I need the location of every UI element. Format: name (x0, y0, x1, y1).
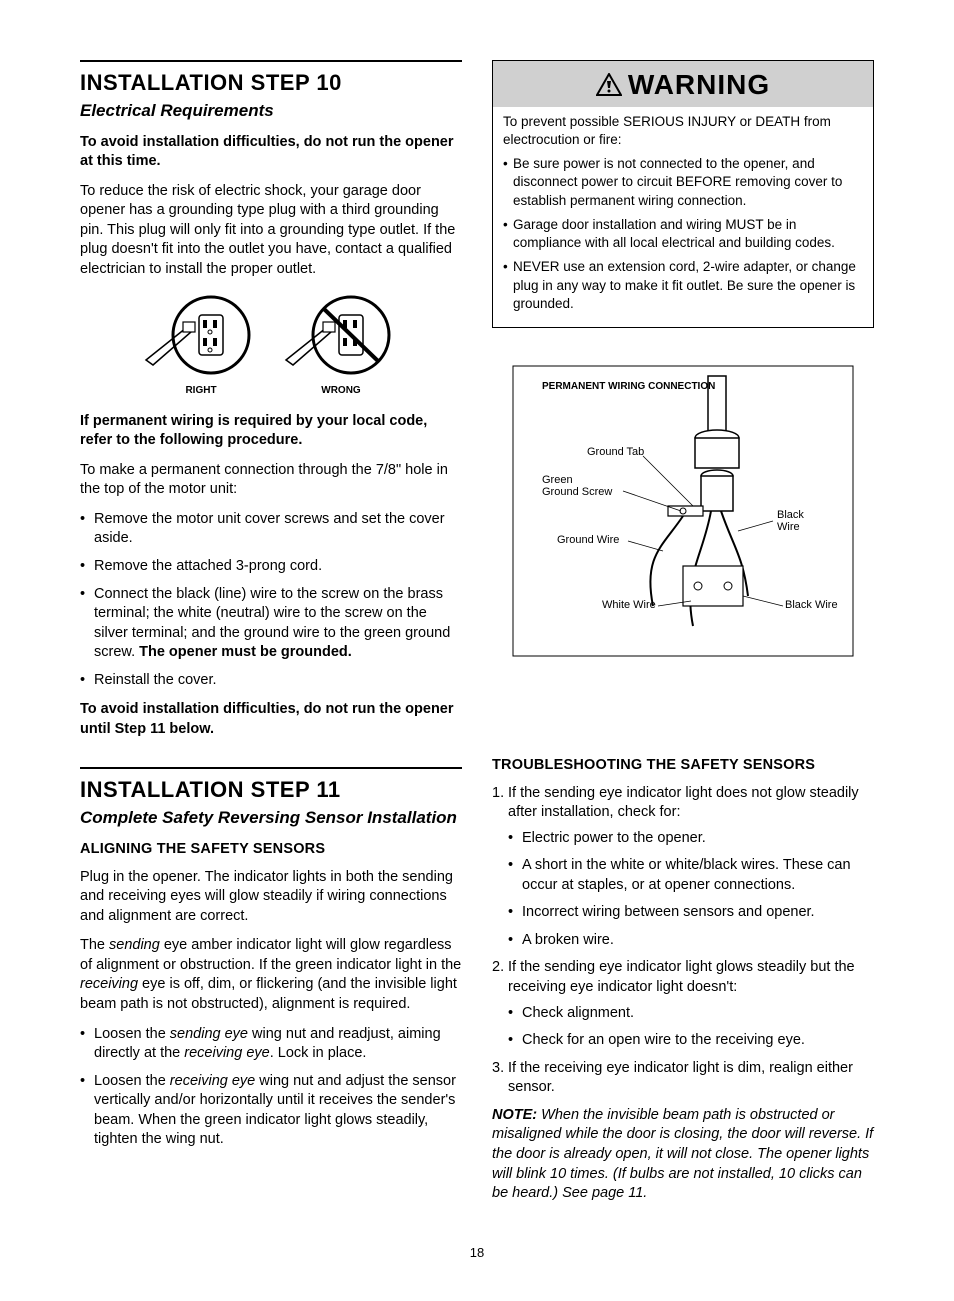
step11-p2: The sending eye amber indicator light wi… (80, 936, 462, 1014)
step10-p2: To reduce the risk of electric shock, yo… (80, 182, 462, 280)
sub-bullets: Check alignment. Check for an open wire … (508, 1004, 874, 1051)
step10-p5: To avoid installation difficulties, do n… (80, 700, 462, 739)
warning-box: WARNING To prevent possible SERIOUS INJU… (492, 60, 874, 328)
diagram-title: PERMANENT WIRING CONNECTION (542, 381, 715, 392)
text: If the receiving eye indicator light is … (508, 1060, 853, 1096)
list-item: NEVER use an extension cord, 2-wire adap… (513, 258, 863, 313)
warning-bullets: Be sure power is not connected to the op… (503, 155, 863, 313)
list-item: A broken wire. (522, 931, 874, 951)
step10-subtitle: Electrical Requirements (80, 100, 462, 123)
text: If the sending eye indicator light glows… (508, 959, 855, 995)
warning-header-text: WARNING (628, 66, 770, 104)
step10-p3: If permanent wiring is required by your … (80, 412, 462, 451)
step10-title: INSTALLATION STEP 10 (80, 68, 462, 98)
text-italic: receiving eye (184, 1045, 269, 1061)
step11-title: INSTALLATION STEP 11 (80, 775, 462, 805)
outlet-wrong-figure: WRONG (281, 290, 401, 398)
left-column: INSTALLATION STEP 10 Electrical Requirem… (80, 60, 462, 1214)
note-label: NOTE: (492, 1107, 537, 1123)
step10-p1: To avoid installation difficulties, do n… (80, 133, 462, 172)
list-item: 2.If the sending eye indicator light glo… (508, 958, 874, 1050)
list-item: Be sure power is not connected to the op… (513, 155, 863, 210)
list-item: Check alignment. (522, 1004, 874, 1024)
text: Loosen the (94, 1073, 170, 1089)
wiring-diagram: PERMANENT WIRING CONNECTION Ground Tab G… (492, 346, 874, 676)
label-green-ground-screw: Green Ground Screw (542, 474, 612, 498)
aligning-heading: ALIGNING THE SAFETY SENSORS (80, 840, 462, 860)
list-item: Loosen the receiving eye wing nut and ad… (94, 1072, 462, 1150)
step11-p1: Plug in the opener. The indicator lights… (80, 868, 462, 927)
text-italic: receiving (80, 976, 138, 992)
troubleshoot-heading: TROUBLESHOOTING THE SAFETY SENSORS (492, 756, 874, 776)
text: If the sending eye indicator light does … (508, 785, 859, 821)
list-item: Check for an open wire to the receiving … (522, 1031, 874, 1051)
text-italic: sending eye (170, 1026, 248, 1042)
list-item: Garage door installation and wiring MUST… (513, 216, 863, 252)
section-rule (80, 767, 462, 769)
warning-header: WARNING (493, 61, 873, 107)
list-item: Remove the attached 3-prong cord. (94, 557, 462, 577)
list-item: Remove the motor unit cover screws and s… (94, 510, 462, 549)
troubleshoot-list: 1.If the sending eye indicator light doe… (492, 784, 874, 1098)
list-item: Reinstall the cover. (94, 671, 462, 691)
label-white-wire: White Wire (602, 599, 656, 611)
outlet-wrong-label: WRONG (281, 384, 401, 398)
text-italic: receiving eye (170, 1073, 255, 1089)
outlet-right-label: RIGHT (141, 384, 261, 398)
warning-triangle-icon (596, 73, 622, 97)
label-black-wire-top: Black Wire (777, 509, 804, 533)
note-body: When the invisible beam path is obstruct… (492, 1107, 873, 1201)
warning-body: To prevent possible SERIOUS INJURY or DE… (493, 107, 873, 327)
section-rule (80, 60, 462, 62)
troubleshoot-note: NOTE: When the invisible beam path is ob… (492, 1106, 874, 1204)
text: The (80, 937, 109, 953)
list-item: Electric power to the opener. (522, 829, 874, 849)
label-ground-wire: Ground Wire (557, 534, 619, 546)
outlet-wrong-svg (281, 290, 401, 380)
list-item: 1.If the sending eye indicator light doe… (508, 784, 874, 951)
outlet-right-svg (141, 290, 261, 380)
wiring-diagram-svg (492, 346, 874, 676)
list-item: 3.If the receiving eye indicator light i… (508, 1059, 874, 1098)
list-item-bold-tail: The opener must be grounded. (139, 644, 352, 660)
list-item: Loosen the sending eye wing nut and read… (94, 1025, 462, 1064)
warning-intro: To prevent possible SERIOUS INJURY or DE… (503, 113, 863, 149)
label-ground-tab: Ground Tab (587, 446, 644, 458)
two-column-layout: INSTALLATION STEP 10 Electrical Requirem… (80, 60, 874, 1214)
text-italic: sending (109, 937, 160, 953)
step10-p4: To make a permanent connection through t… (80, 461, 462, 500)
list-item: Connect the black (line) wire to the scr… (94, 585, 462, 663)
step11-subtitle: Complete Safety Reversing Sensor Install… (80, 807, 462, 830)
label-black-wire-bottom: Black Wire (785, 599, 838, 611)
page-number: 18 (80, 1244, 874, 1262)
text: Loosen the (94, 1026, 170, 1042)
step10-bullets: Remove the motor unit cover screws and s… (80, 510, 462, 691)
outlet-right-figure: RIGHT (141, 290, 261, 398)
sub-bullets: Electric power to the opener. A short in… (508, 829, 874, 951)
outlet-diagram-row: RIGHT WRONG (80, 290, 462, 398)
right-column: WARNING To prevent possible SERIOUS INJU… (492, 60, 874, 1214)
list-item: Incorrect wiring between sensors and ope… (522, 903, 874, 923)
step11-bullets: Loosen the sending eye wing nut and read… (80, 1025, 462, 1150)
text: . Lock in place. (270, 1045, 367, 1061)
list-item: A short in the white or white/black wire… (522, 856, 874, 895)
